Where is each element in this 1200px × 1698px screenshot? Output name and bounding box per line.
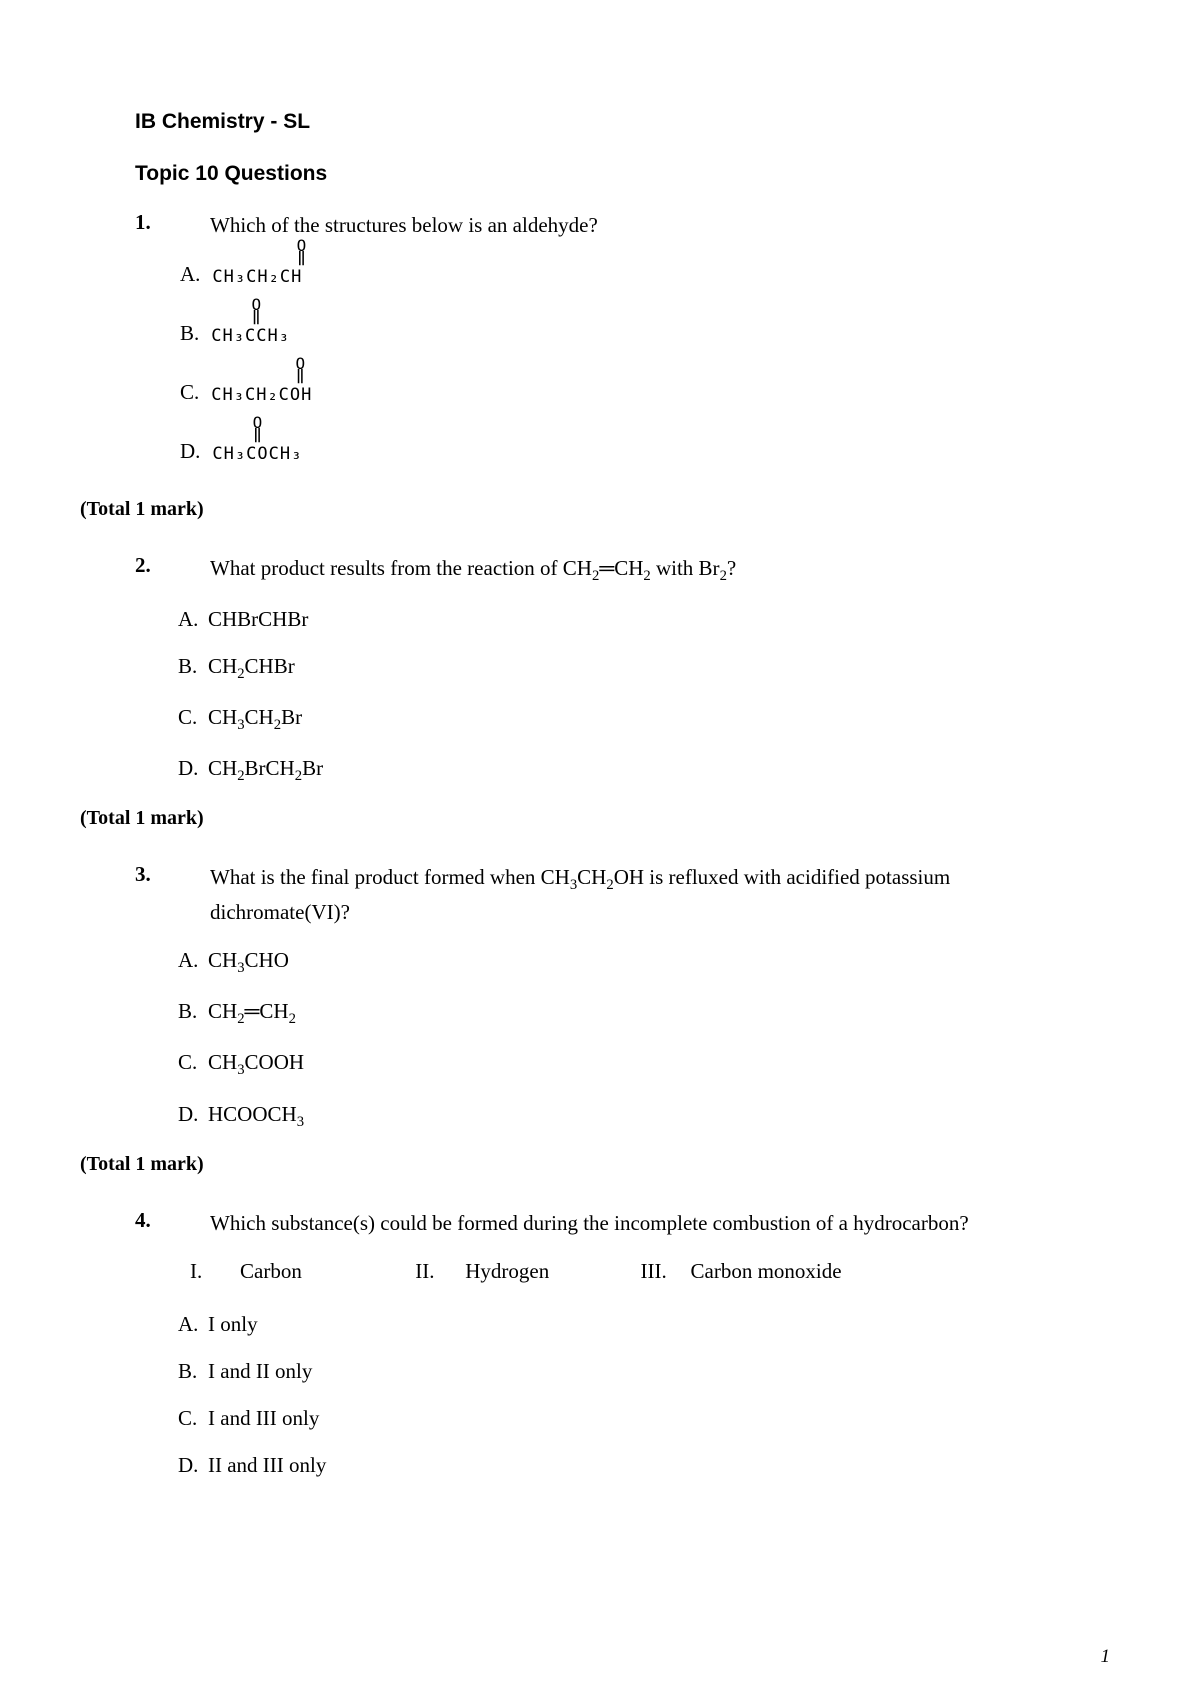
carbonyl-icon: O‖ bbox=[250, 416, 264, 440]
page-subtitle: Topic 10 Questions bbox=[135, 162, 1065, 186]
question-header: 2. What product results from the reactio… bbox=[135, 553, 1065, 587]
total-mark: (Total 1 mark) bbox=[80, 498, 1065, 521]
choice-formula: O‖ CH₃CCH₃ bbox=[211, 326, 290, 346]
choice-text: CHBrCHBr bbox=[208, 607, 308, 631]
choice-letter: A. bbox=[178, 1312, 208, 1337]
question-3: 3. What is the final product formed when… bbox=[135, 862, 1065, 1130]
choice-letter: B. bbox=[180, 321, 199, 346]
question-text: Which substance(s) could be formed durin… bbox=[210, 1208, 1065, 1240]
question-header: 1. Which of the structures below is an a… bbox=[135, 210, 1065, 242]
choice-text: CH2═CH2 bbox=[208, 999, 296, 1023]
choice-letter: A. bbox=[178, 607, 208, 632]
choice-letter: A. bbox=[178, 948, 208, 973]
question-number: 4. bbox=[135, 1208, 210, 1233]
text-choices: A.I only B.I and II only C.I and III onl… bbox=[178, 1312, 1065, 1478]
roman-num: III. bbox=[641, 1259, 691, 1284]
roman-label: Carbon monoxide bbox=[691, 1259, 911, 1284]
page-title: IB Chemistry - SL bbox=[135, 110, 1065, 134]
choice-letter: B. bbox=[178, 654, 208, 679]
choice-d: D.II and III only bbox=[178, 1453, 1065, 1478]
choice-a: A.I only bbox=[178, 1312, 1065, 1337]
choice-letter: D. bbox=[178, 1102, 208, 1127]
roman-options: I.Carbon II.Hydrogen III.Carbon monoxide bbox=[190, 1259, 1065, 1284]
roman-num: II. bbox=[415, 1259, 465, 1284]
choice-a: A.CH3CHO bbox=[178, 948, 1065, 977]
choice-text: CH3CH2Br bbox=[208, 705, 302, 729]
choice-letter: C. bbox=[178, 705, 208, 730]
question-text: What is the final product formed when CH… bbox=[210, 862, 1065, 928]
question-header: 3. What is the final product formed when… bbox=[135, 862, 1065, 928]
question-number: 1. bbox=[135, 210, 210, 235]
choice-c: C.CH3COOH bbox=[178, 1050, 1065, 1079]
choice-letter: B. bbox=[178, 999, 208, 1024]
question-text: What product results from the reaction o… bbox=[210, 553, 1065, 587]
choice-letter: C. bbox=[178, 1406, 208, 1431]
choice-text: II and III only bbox=[208, 1453, 326, 1477]
choice-d: D.CH2BrCH2Br bbox=[178, 756, 1065, 785]
text-choices: A.CHBrCHBr B.CH2CHBr C.CH3CH2Br D.CH2BrC… bbox=[178, 607, 1065, 786]
choice-text: I only bbox=[208, 1312, 258, 1336]
structural-choices: A. O‖ CH₃CH₂CH B. O‖ CH₃CCH₃ C. bbox=[180, 262, 1065, 464]
choice-text: HCOOCH3 bbox=[208, 1102, 304, 1126]
roman-label: Hydrogen bbox=[465, 1259, 635, 1284]
choice-letter: D. bbox=[178, 1453, 208, 1478]
question-1: 1. Which of the structures below is an a… bbox=[135, 210, 1065, 464]
choice-b: B. O‖ CH₃CCH₃ bbox=[180, 321, 1065, 346]
formula-text: CH₃CH₂CH bbox=[212, 267, 302, 287]
choice-text: CH2CHBr bbox=[208, 654, 295, 678]
text-choices: A.CH3CHO B.CH2═CH2 C.CH3COOH D.HCOOCH3 bbox=[178, 948, 1065, 1131]
formula-text: CH₃CCH₃ bbox=[211, 326, 290, 346]
total-mark: (Total 1 mark) bbox=[80, 807, 1065, 830]
question-4: 4. Which substance(s) could be formed du… bbox=[135, 1208, 1065, 1479]
choice-letter: D. bbox=[180, 439, 200, 464]
question-2: 2. What product results from the reactio… bbox=[135, 553, 1065, 786]
choice-text: CH3CHO bbox=[208, 948, 289, 972]
carbonyl-icon: O‖ bbox=[294, 239, 308, 263]
choice-b: B.I and II only bbox=[178, 1359, 1065, 1384]
choice-d: D.HCOOCH3 bbox=[178, 1102, 1065, 1131]
choice-letter: D. bbox=[178, 756, 208, 781]
choice-letter: C. bbox=[180, 380, 199, 405]
choice-b: B.CH2CHBr bbox=[178, 654, 1065, 683]
choice-formula: O‖ CH₃COCH₃ bbox=[212, 444, 302, 464]
question-text: Which of the structures below is an alde… bbox=[210, 210, 1065, 242]
choice-text: CH2BrCH2Br bbox=[208, 756, 323, 780]
choice-text: I and III only bbox=[208, 1406, 319, 1430]
total-mark: (Total 1 mark) bbox=[80, 1153, 1065, 1176]
page: IB Chemistry - SL Topic 10 Questions 1. … bbox=[0, 0, 1200, 1698]
formula-text: CH₃COCH₃ bbox=[212, 444, 302, 464]
choice-text: CH3COOH bbox=[208, 1050, 304, 1074]
choice-d: D. O‖ CH₃COCH₃ bbox=[180, 439, 1065, 464]
choice-letter: B. bbox=[178, 1359, 208, 1384]
question-number: 2. bbox=[135, 553, 210, 578]
choice-formula: O‖ CH₃CH₂CH bbox=[212, 267, 302, 287]
page-number: 1 bbox=[1101, 1646, 1111, 1668]
choice-text: I and II only bbox=[208, 1359, 312, 1383]
choice-b: B.CH2═CH2 bbox=[178, 999, 1065, 1028]
question-header: 4. Which substance(s) could be formed du… bbox=[135, 1208, 1065, 1240]
question-number: 3. bbox=[135, 862, 210, 887]
choice-letter: C. bbox=[178, 1050, 208, 1075]
roman-label: Carbon bbox=[240, 1259, 410, 1284]
carbonyl-icon: O‖ bbox=[249, 298, 263, 322]
choice-letter: A. bbox=[180, 262, 200, 287]
choice-a: A.CHBrCHBr bbox=[178, 607, 1065, 632]
choice-formula: O‖ CH₃CH₂COH bbox=[211, 385, 312, 405]
choice-c: C.CH3CH2Br bbox=[178, 705, 1065, 734]
choice-c: C. O‖ CH₃CH₂COH bbox=[180, 380, 1065, 405]
choice-c: C.I and III only bbox=[178, 1406, 1065, 1431]
formula-text: CH₃CH₂COH bbox=[211, 385, 312, 405]
carbonyl-icon: O‖ bbox=[293, 357, 307, 381]
content-area: IB Chemistry - SL Topic 10 Questions 1. … bbox=[135, 110, 1065, 1478]
choice-a: A. O‖ CH₃CH₂CH bbox=[180, 262, 1065, 287]
roman-num: I. bbox=[190, 1259, 240, 1284]
